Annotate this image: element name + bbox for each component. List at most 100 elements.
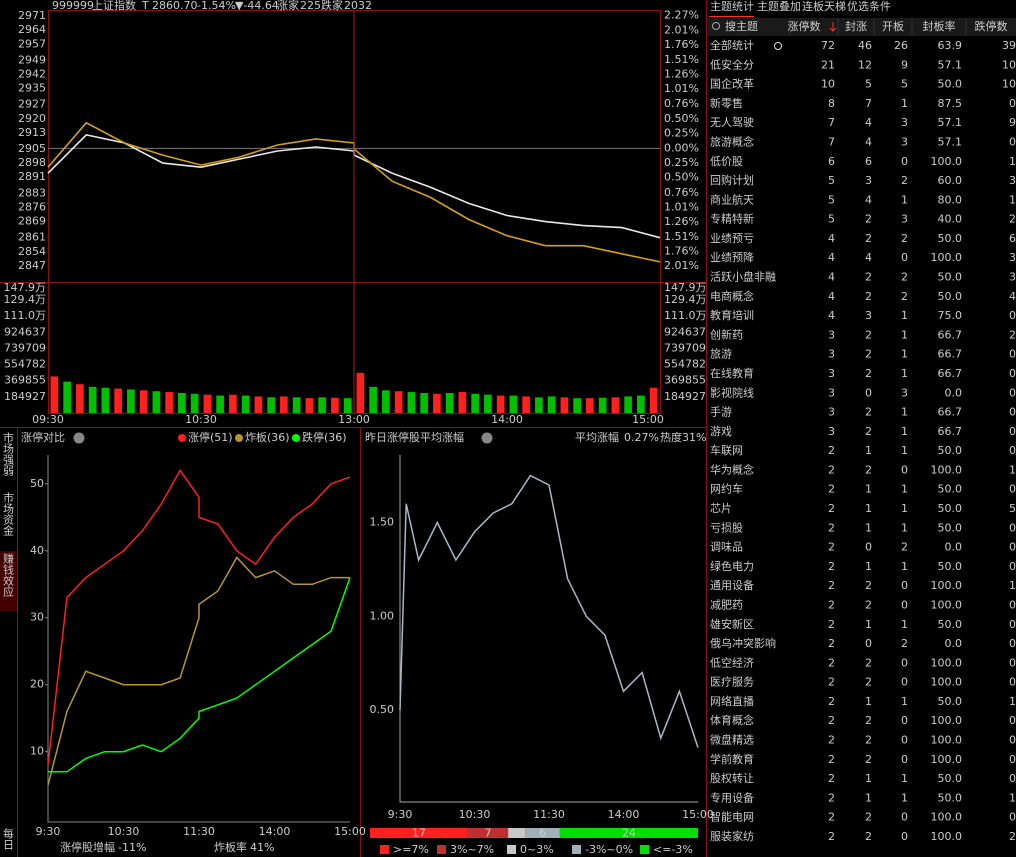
cell: 10: [1002, 78, 1016, 91]
theme-name[interactable]: 业绩预亏: [710, 232, 754, 245]
volume-bar: [101, 387, 110, 413]
theme-name[interactable]: 无人驾驶: [710, 115, 754, 129]
theme-name[interactable]: 华为概念: [710, 462, 754, 476]
column-header[interactable]: 开板: [882, 19, 904, 33]
cell: 2: [865, 734, 872, 747]
y-tick-label: 2949: [18, 53, 46, 66]
cell: 2: [828, 618, 835, 631]
column-header[interactable]: 涨停数: [788, 19, 821, 33]
theme-name[interactable]: 电商概念: [710, 289, 754, 303]
cell: 1: [901, 521, 908, 534]
theme-name[interactable]: 影视院线: [710, 385, 754, 399]
theme-name[interactable]: 专用设备: [710, 790, 754, 804]
theme-name[interactable]: 商业航天: [710, 192, 754, 206]
cell: 100.0: [931, 598, 963, 611]
volume-bar: [522, 396, 530, 413]
side-tab[interactable]: 赚钱效应: [2, 552, 15, 598]
tab[interactable]: 主题叠加: [757, 0, 801, 13]
theme-name[interactable]: 俄乌冲突影响: [710, 636, 776, 650]
info-icon[interactable]: [481, 432, 493, 444]
theme-name[interactable]: 微盘精选: [710, 733, 754, 747]
theme-name[interactable]: 旅游概念: [710, 134, 754, 148]
cell: 1: [901, 791, 908, 804]
theme-name[interactable]: 国企改革: [710, 77, 754, 91]
cell: 50.0: [938, 772, 963, 785]
cell: 0: [901, 656, 908, 669]
theme-name[interactable]: 新零售: [710, 96, 743, 110]
theme-name[interactable]: 车联网: [710, 443, 743, 457]
theme-name[interactable]: 业绩预降: [710, 250, 754, 264]
cell: 60.0: [938, 174, 963, 187]
cell: 1: [865, 560, 872, 573]
column-header[interactable]: 封板率: [923, 19, 956, 33]
y-tick-label: 111.0万: [4, 309, 47, 322]
y2-tick-label: 2.27%: [664, 8, 699, 21]
theme-name[interactable]: 减肥药: [710, 598, 743, 611]
search-icon[interactable]: [712, 22, 720, 30]
theme-name[interactable]: 网约车: [710, 482, 743, 496]
theme-name[interactable]: 服装家纺: [710, 829, 754, 843]
down-count: 2032: [344, 0, 372, 12]
cell: 40.0: [938, 213, 963, 226]
code: 999999: [52, 0, 94, 12]
theme-name[interactable]: 智能电网: [710, 810, 754, 824]
volume-bar: [356, 372, 365, 413]
theme-name[interactable]: 教育培训: [710, 308, 754, 322]
volume-bar: [598, 397, 607, 413]
tab[interactable]: 优选条件: [847, 0, 891, 13]
theme-name[interactable]: 旅游: [710, 347, 732, 361]
cell: 1: [901, 483, 908, 496]
theme-name[interactable]: 芯片: [710, 501, 732, 515]
cell: 10: [821, 78, 835, 91]
theme-name[interactable]: 股权转让: [710, 771, 754, 785]
theme-name[interactable]: 手游: [710, 405, 732, 419]
theme-name[interactable]: 网络直播: [710, 694, 754, 708]
theme-name[interactable]: 低安全分: [710, 57, 754, 71]
y-tick-label: 2847: [18, 259, 46, 272]
tab[interactable]: 主题统计: [710, 0, 754, 13]
theme-name[interactable]: 体育概念: [710, 713, 754, 727]
tab[interactable]: 连板天梯: [802, 0, 846, 13]
theme-name[interactable]: 医疗服务: [710, 675, 754, 689]
side-tab[interactable]: 市场资金: [2, 491, 15, 536]
y2-tick-label: 1.26%: [664, 215, 699, 228]
cell: 1: [1009, 193, 1016, 206]
cell: 2: [865, 656, 872, 669]
side-tab[interactable]: 每日: [2, 827, 15, 850]
price: 2860.70: [152, 0, 198, 12]
info-icon[interactable]: [73, 432, 85, 444]
cell: 2: [865, 271, 872, 284]
theme-name[interactable]: 亏损股: [710, 520, 743, 534]
sort-arrow[interactable]: [829, 22, 837, 32]
theme-name[interactable]: 全部统计: [710, 38, 754, 52]
theme-name[interactable]: 专精特新: [710, 212, 754, 226]
cell: 0: [1009, 618, 1016, 631]
y2-tick-label: 0.25%: [664, 156, 699, 169]
theme-name[interactable]: 学前教育: [710, 752, 754, 766]
cell: 2: [1009, 213, 1016, 226]
theme-name[interactable]: 雄安新区: [710, 617, 754, 631]
cell: 0: [1009, 367, 1016, 380]
cell: 3: [828, 328, 835, 341]
theme-name[interactable]: 低价股: [710, 155, 743, 168]
theme-name[interactable]: 调味品: [710, 541, 743, 554]
theme-name[interactable]: 低空经济: [710, 655, 754, 669]
volume-bar: [586, 398, 594, 413]
cell: 66.7: [938, 348, 963, 361]
column-header[interactable]: 跌停数: [975, 19, 1008, 33]
cell: 5: [828, 193, 835, 206]
search[interactable]: 搜主题: [725, 19, 758, 33]
theme-name[interactable]: 通用设备: [710, 578, 754, 592]
theme-name[interactable]: 活跃小盘非融: [710, 270, 776, 284]
y-tick-label: 554782: [664, 358, 706, 371]
theme-name[interactable]: 回购计划: [710, 173, 754, 187]
side-tab[interactable]: 市场强弱: [2, 431, 15, 477]
theme-name[interactable]: 绿色电力: [710, 559, 754, 573]
theme-name[interactable]: 创新药: [710, 327, 743, 341]
axis: [399, 455, 698, 803]
cell: 0: [901, 830, 908, 843]
theme-name[interactable]: 游戏: [710, 425, 732, 438]
column-header[interactable]: 封涨: [845, 19, 867, 33]
theme-name[interactable]: 在线教育: [710, 366, 754, 380]
y-tick-label: 184927: [664, 390, 706, 403]
